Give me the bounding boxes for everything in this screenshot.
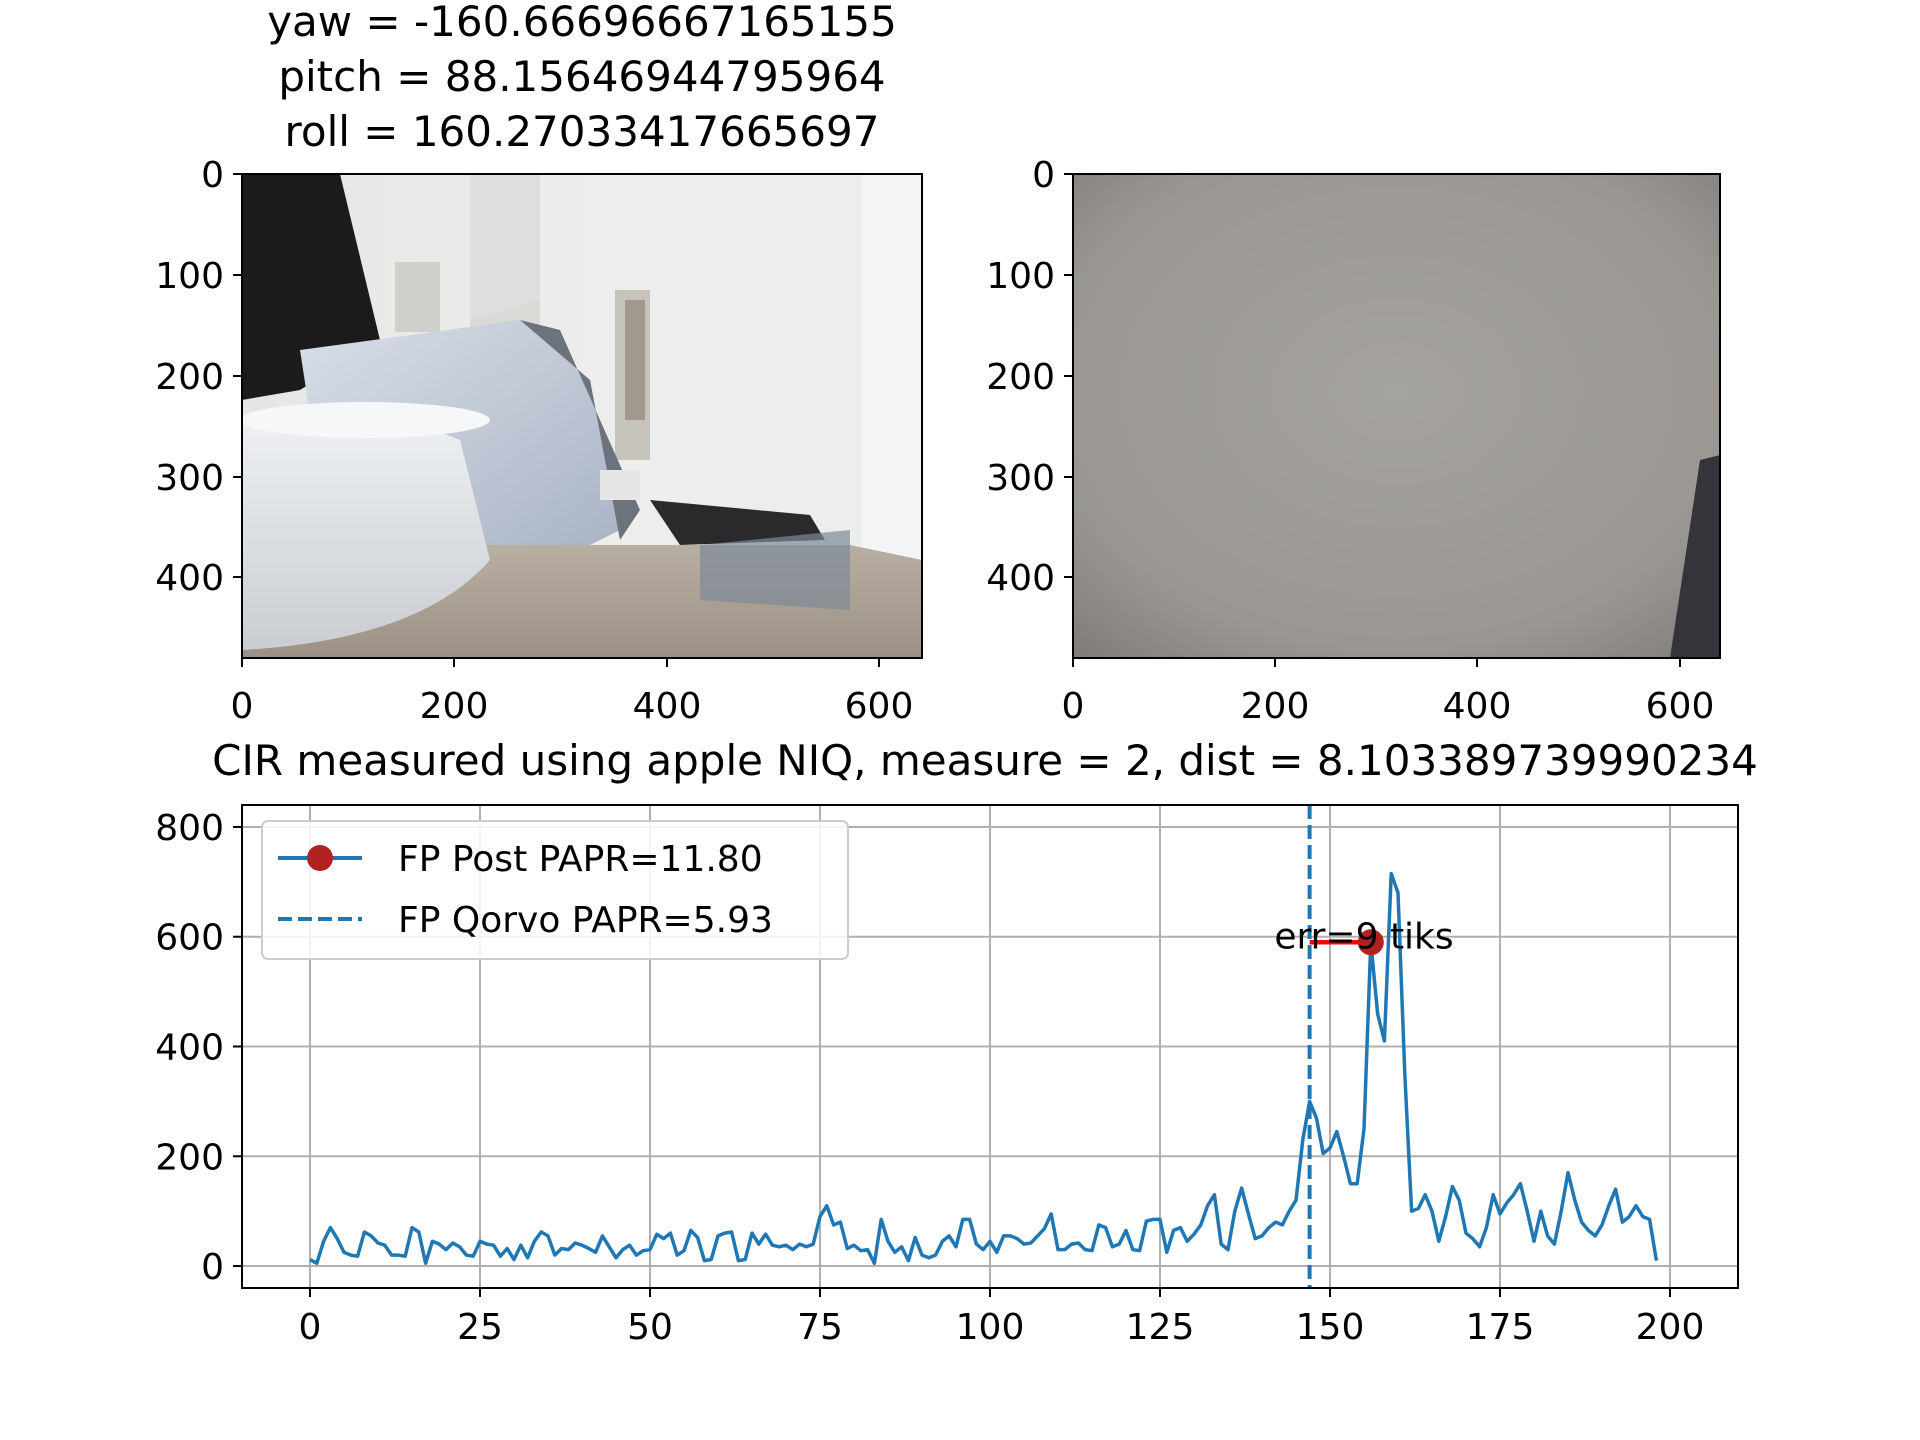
camera-right-xtick: 400	[1443, 686, 1512, 727]
camera-left-frame	[241, 173, 923, 659]
y-tick-label: 400	[155, 1028, 224, 1069]
camera-right-ytick: 300	[986, 458, 1055, 499]
y-tick-label: 800	[155, 808, 224, 849]
image-title-yaw: yaw = -160.66696667165155	[267, 0, 897, 46]
camera-left-xtick: 400	[633, 686, 702, 727]
legend-label-fp-qorvo: FP Qorvo PAPR=5.93	[398, 900, 773, 941]
x-tick-label: 100	[956, 1307, 1025, 1348]
camera-right-ytick: 0	[1032, 155, 1055, 196]
y-tick-label: 0	[201, 1247, 224, 1288]
camera-left-xtick: 600	[845, 686, 914, 727]
x-tick-label: 125	[1126, 1307, 1195, 1348]
camera-left-ytick: 400	[155, 558, 224, 599]
camera-right-frame	[1072, 173, 1721, 659]
x-tick-label: 25	[457, 1307, 503, 1348]
camera-right-xtick: 0	[1062, 686, 1085, 727]
chart-legend: FP Post PAPR=11.80 FP Qorvo PAPR=5.93	[261, 820, 849, 960]
legend-label-fp-post: FP Post PAPR=11.80	[398, 839, 763, 880]
error-annotation: err=9 tiks	[1274, 917, 1453, 958]
camera-left-ytick: 300	[155, 458, 224, 499]
x-tick-label: 0	[299, 1307, 322, 1348]
x-tick-label: 50	[627, 1307, 673, 1348]
chart-x-axis: 0 25 50 75 100 125 150 175 200	[299, 1288, 1705, 1348]
y-tick-label: 600	[155, 918, 224, 959]
camera-left-ytick: 100	[155, 256, 224, 297]
camera-right-ytick: 200	[986, 357, 1055, 398]
chart-frame	[241, 804, 1739, 1289]
x-tick-label: 200	[1636, 1307, 1705, 1348]
camera-right-xtick: 600	[1646, 686, 1715, 727]
camera-right-x-axis: 0 200 400 600	[1062, 658, 1715, 727]
camera-left-xtick: 0	[231, 686, 254, 727]
legend-marker-fp-post	[307, 845, 333, 871]
fp-post-marker	[1357, 929, 1384, 956]
x-tick-label: 75	[797, 1307, 843, 1348]
camera-right-xtick: 200	[1241, 686, 1310, 727]
camera-left-x-axis: 0 200 400 600	[231, 658, 914, 727]
chart-y-axis: 0 200 400 600 800	[155, 808, 242, 1288]
camera-right-ytick: 400	[986, 558, 1055, 599]
camera-left-xtick: 200	[420, 686, 489, 727]
camera-right-y-axis: 0 100 200 300 400	[986, 155, 1073, 599]
image-title-pitch: pitch = 88.15646944795964	[278, 52, 885, 101]
camera-left-ytick: 0	[201, 155, 224, 196]
chart-title: CIR measured using apple NIQ, measure = …	[212, 736, 1758, 785]
image-title-roll: roll = 160.27033417665697	[285, 107, 880, 156]
camera-left-y-axis: 0 100 200 300 400	[155, 155, 242, 599]
series-line	[309, 871, 1659, 1266]
x-tick-label: 150	[1296, 1307, 1365, 1348]
camera-right-image	[1073, 174, 1720, 658]
camera-left-image	[242, 174, 922, 658]
x-tick-label: 175	[1466, 1307, 1535, 1348]
camera-right-ytick: 100	[986, 256, 1055, 297]
y-tick-label: 200	[155, 1137, 224, 1178]
camera-left-ytick: 200	[155, 357, 224, 398]
